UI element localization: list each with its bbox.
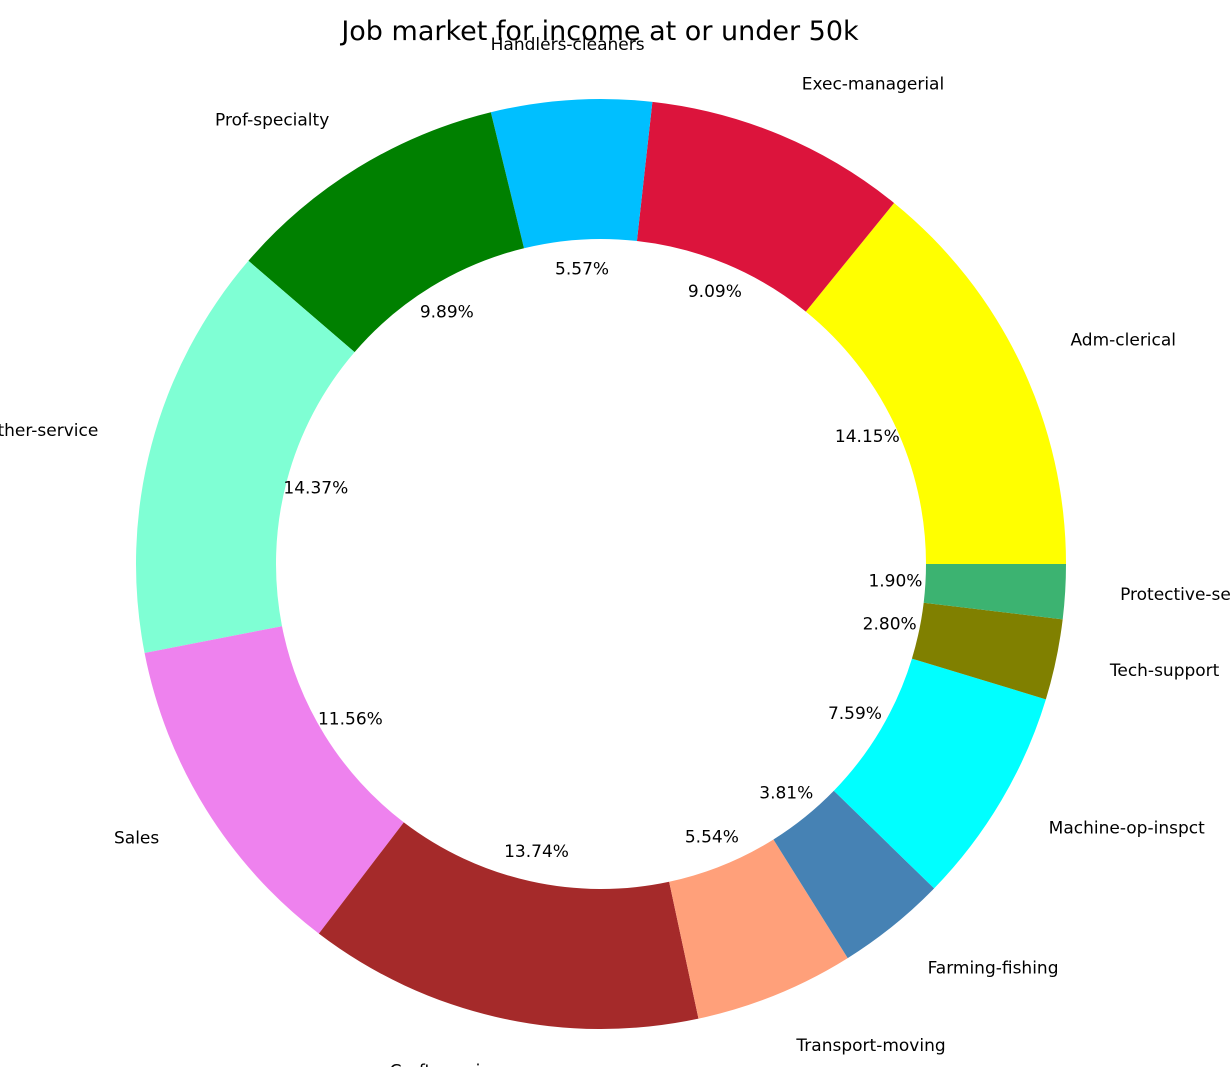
slice-exec-managerial	[636, 101, 895, 312]
slice-label: Handlers-cleaners	[491, 35, 645, 55]
slice-label: Tech-support	[1109, 661, 1220, 681]
slice-percent-label: 14.37%	[283, 478, 348, 498]
slice-label: Prof-specialty	[215, 111, 329, 131]
slice-farming-fishing	[773, 790, 935, 959]
slice-label: Exec-managerial	[802, 74, 945, 94]
slice-label: Protective-serv	[1120, 585, 1230, 605]
slice-label: Machine-op-inspct	[1049, 819, 1205, 839]
slice-label: Adm-clerical	[1070, 330, 1176, 350]
slice-sales	[144, 626, 404, 934]
slice-other-service	[136, 260, 355, 653]
slice-percent-label: 11.56%	[318, 710, 383, 730]
slice-craft-repair	[318, 822, 699, 1029]
slice-label: Sales	[114, 828, 159, 848]
slice-handlers-cleaners	[490, 98, 653, 249]
slice-machine-op-inspct	[833, 658, 1046, 889]
slice-protective-serv	[923, 564, 1066, 620]
slice-prof-specialty	[248, 112, 524, 353]
slice-adm-clerical	[805, 202, 1066, 564]
slice-label: Other-service	[0, 421, 98, 441]
slice-percent-label: 1.90%	[868, 572, 922, 592]
slice-percent-label: 5.57%	[555, 260, 609, 280]
slice-percent-label: 13.74%	[504, 842, 569, 862]
slice-label: Farming-fishing	[928, 959, 1059, 979]
slice-percent-label: 5.54%	[685, 827, 739, 847]
slice-transport-moving	[669, 839, 848, 1019]
chart-title: Job market for income at or under 50k	[341, 16, 859, 47]
slice-label: Transport-moving	[795, 1036, 945, 1056]
slice-label: Craft-repair	[390, 1061, 488, 1067]
slice-tech-support	[911, 602, 1063, 700]
slice-percent-label: 2.80%	[863, 615, 917, 635]
slice-percent-label: 7.59%	[828, 704, 882, 724]
slice-percent-label: 9.89%	[420, 302, 474, 322]
slice-percent-label: 3.81%	[759, 784, 813, 804]
slice-percent-label: 14.15%	[835, 427, 900, 447]
slice-percent-label: 9.09%	[688, 282, 742, 302]
